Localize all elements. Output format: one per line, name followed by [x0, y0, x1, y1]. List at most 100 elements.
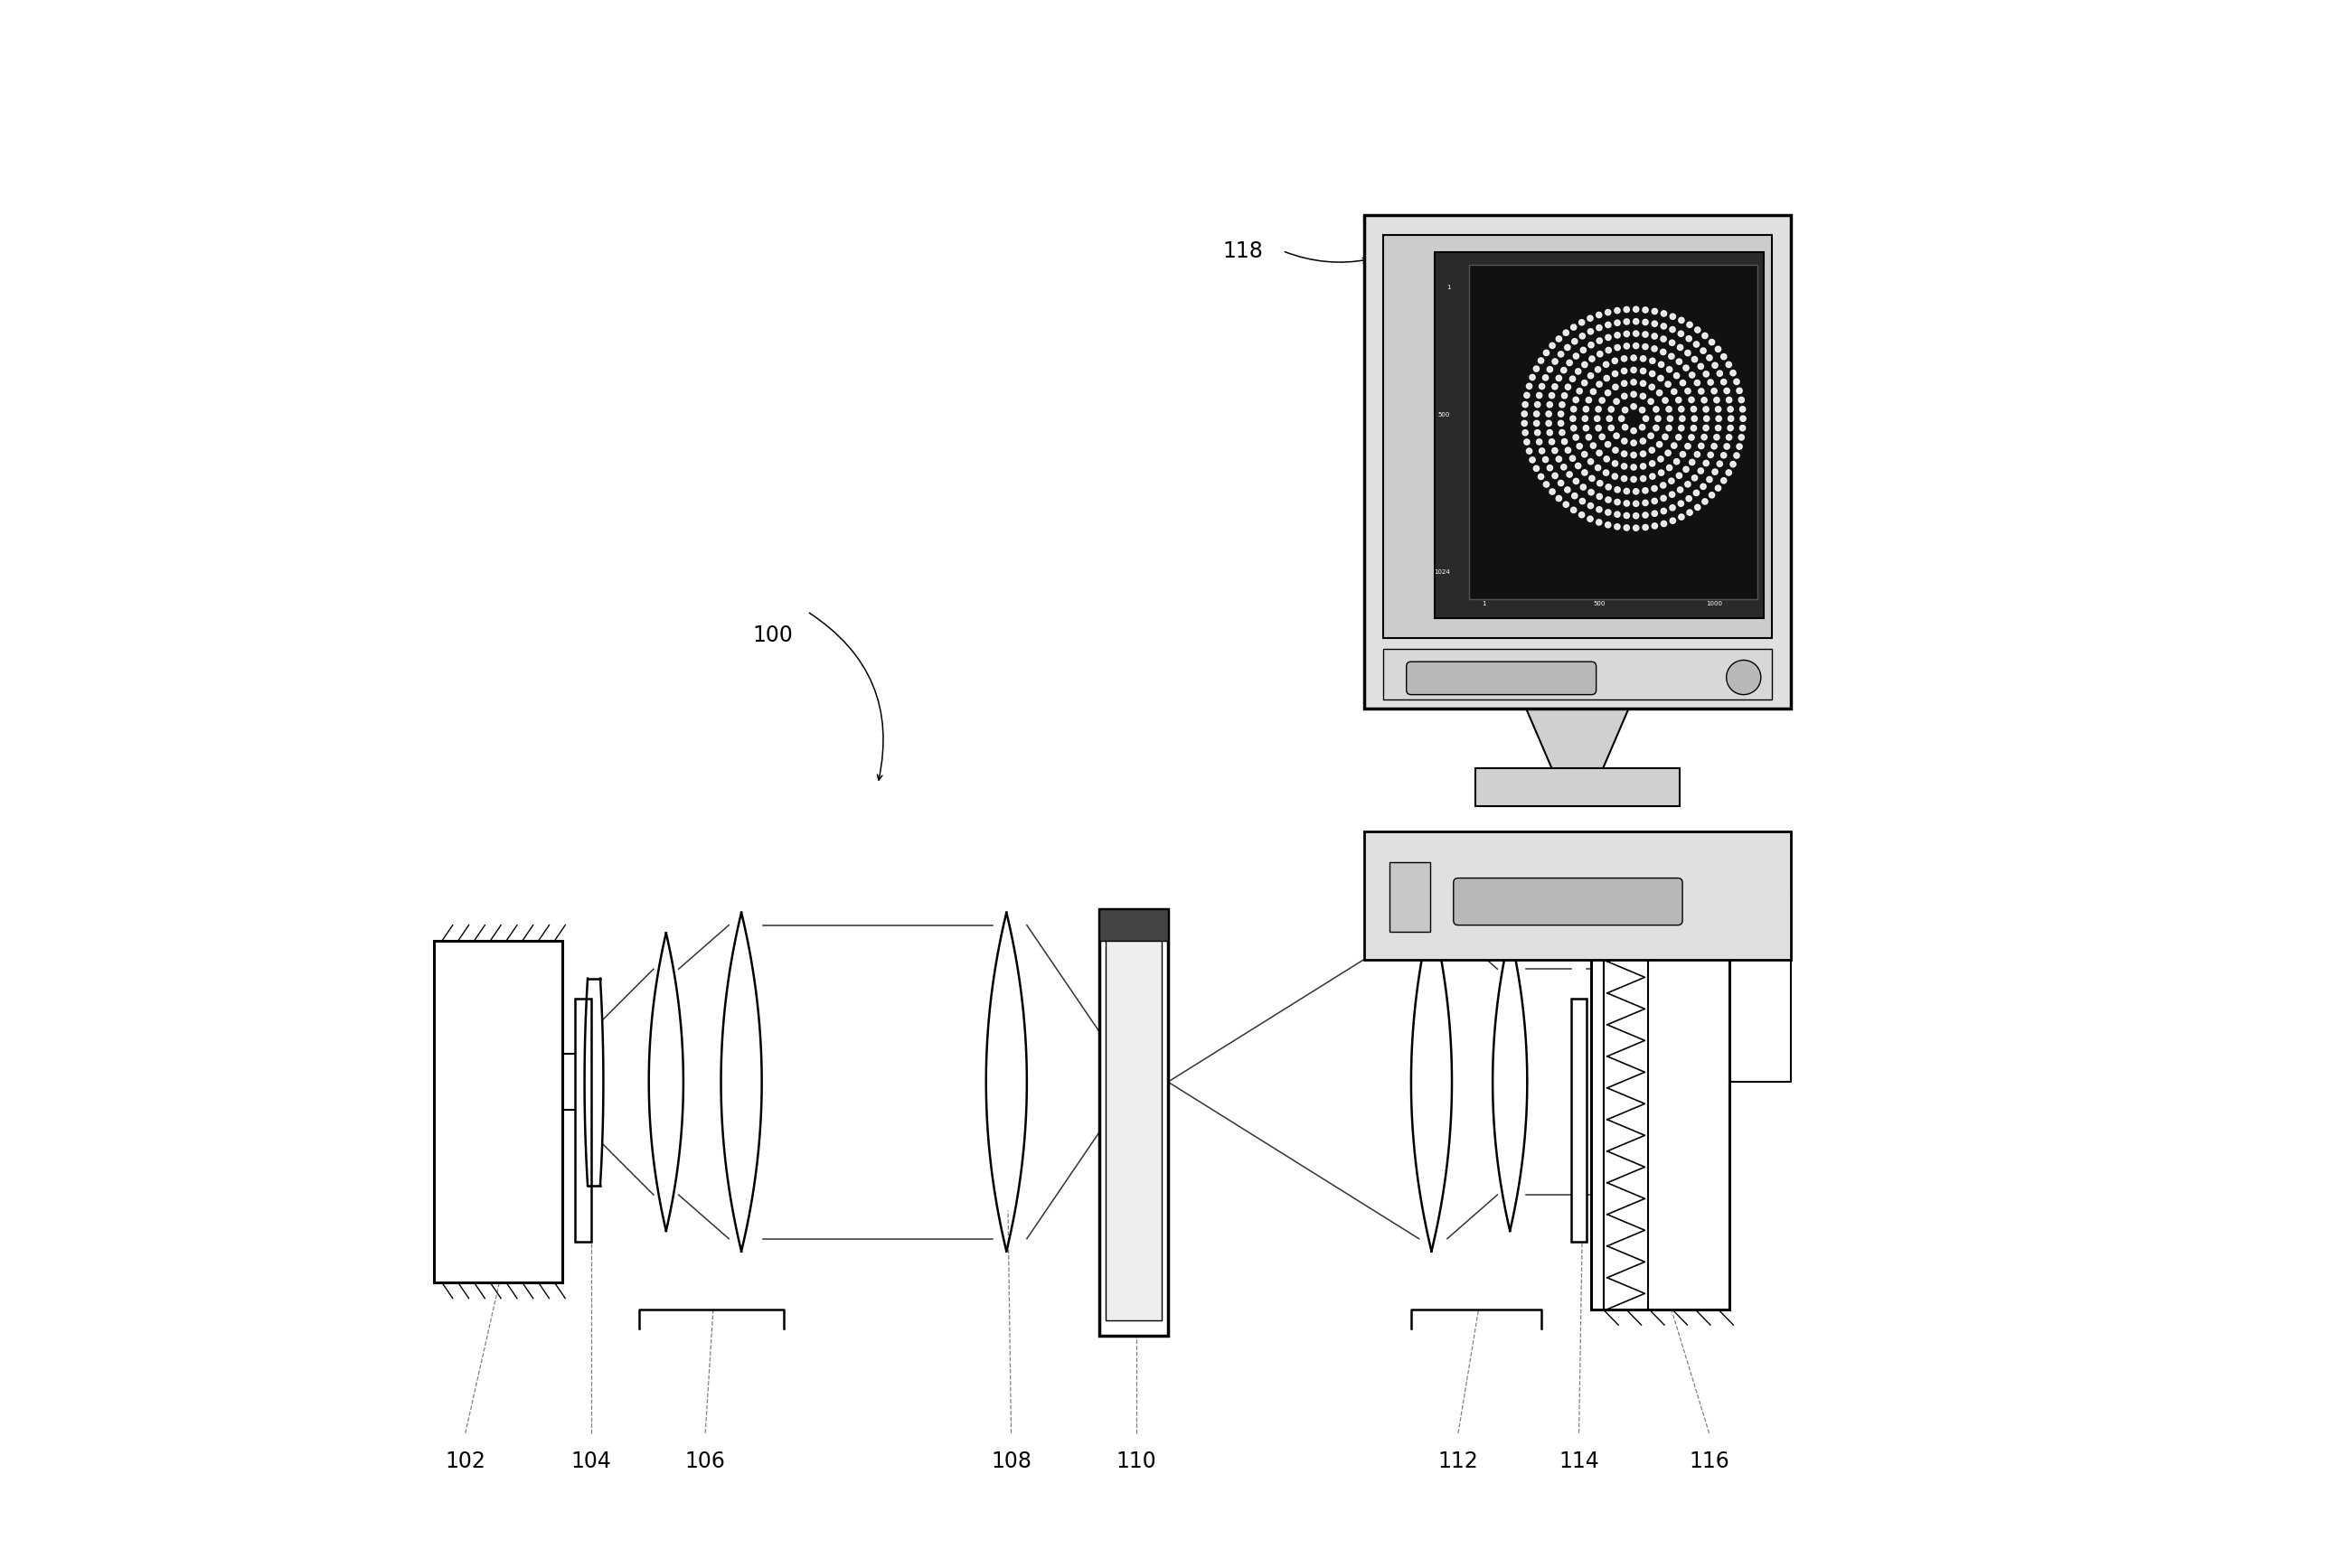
Circle shape [1546, 420, 1551, 426]
Circle shape [1612, 474, 1619, 480]
Circle shape [1698, 444, 1703, 448]
Text: 1: 1 [1481, 601, 1486, 607]
FancyBboxPatch shape [1406, 662, 1595, 695]
Circle shape [1698, 467, 1703, 474]
Circle shape [1542, 375, 1549, 381]
Circle shape [1677, 331, 1684, 337]
Circle shape [1598, 494, 1602, 499]
Circle shape [1642, 525, 1649, 530]
Text: 1: 1 [1446, 284, 1451, 290]
Circle shape [1640, 475, 1647, 481]
Circle shape [1537, 474, 1544, 480]
Circle shape [1614, 320, 1621, 326]
Circle shape [1715, 434, 1719, 441]
Circle shape [1595, 381, 1602, 387]
Circle shape [1661, 495, 1666, 502]
Circle shape [1581, 416, 1588, 422]
Circle shape [1549, 343, 1556, 348]
Circle shape [1523, 401, 1528, 408]
Circle shape [1598, 339, 1602, 343]
Circle shape [1694, 328, 1701, 332]
Text: 102: 102 [446, 1450, 486, 1472]
Circle shape [1565, 384, 1570, 390]
Circle shape [1649, 358, 1656, 364]
Circle shape [1649, 447, 1654, 453]
Circle shape [1556, 336, 1563, 342]
Circle shape [1633, 331, 1640, 337]
Circle shape [1687, 336, 1691, 342]
Circle shape [1549, 392, 1556, 398]
Circle shape [1677, 345, 1682, 350]
Circle shape [1708, 477, 1712, 483]
Circle shape [1722, 354, 1726, 359]
Circle shape [1677, 359, 1682, 364]
Circle shape [1610, 406, 1614, 412]
Circle shape [1579, 513, 1584, 517]
Circle shape [1663, 398, 1668, 403]
Circle shape [1649, 384, 1654, 390]
Circle shape [1551, 359, 1558, 364]
Circle shape [1712, 389, 1717, 394]
Circle shape [1733, 379, 1740, 384]
Circle shape [1558, 480, 1563, 486]
Circle shape [1689, 459, 1696, 466]
Circle shape [1698, 389, 1703, 394]
Circle shape [1710, 492, 1715, 499]
Circle shape [1703, 499, 1708, 505]
Circle shape [1610, 425, 1614, 431]
Circle shape [1605, 510, 1612, 516]
Circle shape [1570, 325, 1577, 329]
Text: 110: 110 [1117, 1450, 1156, 1472]
Circle shape [1595, 406, 1600, 412]
Circle shape [1640, 452, 1647, 456]
Circle shape [1551, 448, 1558, 453]
Circle shape [1621, 425, 1628, 430]
Circle shape [1570, 406, 1577, 412]
Circle shape [1666, 381, 1670, 387]
Text: 106: 106 [684, 1450, 726, 1472]
Circle shape [1740, 406, 1745, 412]
Circle shape [1740, 425, 1745, 431]
Circle shape [1661, 521, 1666, 527]
Circle shape [1670, 442, 1677, 448]
Circle shape [1631, 441, 1638, 445]
Circle shape [1539, 384, 1544, 389]
Circle shape [1595, 506, 1602, 513]
Text: 116: 116 [1689, 1450, 1729, 1472]
Circle shape [1642, 343, 1649, 350]
Circle shape [1614, 398, 1619, 405]
Circle shape [1738, 434, 1745, 441]
Circle shape [1659, 362, 1663, 367]
Circle shape [1680, 425, 1684, 431]
Text: 100: 100 [752, 624, 792, 646]
Circle shape [1595, 312, 1602, 318]
Circle shape [1715, 397, 1719, 403]
Circle shape [1605, 348, 1612, 353]
Circle shape [1684, 444, 1691, 448]
Circle shape [1631, 367, 1638, 373]
Circle shape [1668, 478, 1675, 485]
Circle shape [1565, 447, 1570, 453]
Circle shape [1572, 339, 1577, 345]
Circle shape [1675, 373, 1680, 378]
Circle shape [1640, 394, 1647, 398]
Circle shape [1715, 406, 1722, 412]
Circle shape [1691, 425, 1696, 431]
Circle shape [1624, 525, 1631, 530]
Circle shape [1661, 310, 1666, 317]
Circle shape [1577, 389, 1581, 394]
Circle shape [1642, 307, 1649, 312]
Circle shape [1668, 416, 1673, 422]
Circle shape [1581, 362, 1588, 367]
Circle shape [1712, 362, 1717, 368]
Circle shape [1588, 503, 1593, 508]
Circle shape [1640, 437, 1647, 444]
Circle shape [1677, 500, 1684, 506]
Circle shape [1614, 332, 1621, 339]
Text: 118: 118 [1224, 240, 1264, 262]
Circle shape [1670, 492, 1675, 497]
Circle shape [1726, 397, 1731, 403]
Circle shape [1549, 439, 1556, 445]
Circle shape [1670, 314, 1675, 320]
Circle shape [1588, 315, 1593, 321]
